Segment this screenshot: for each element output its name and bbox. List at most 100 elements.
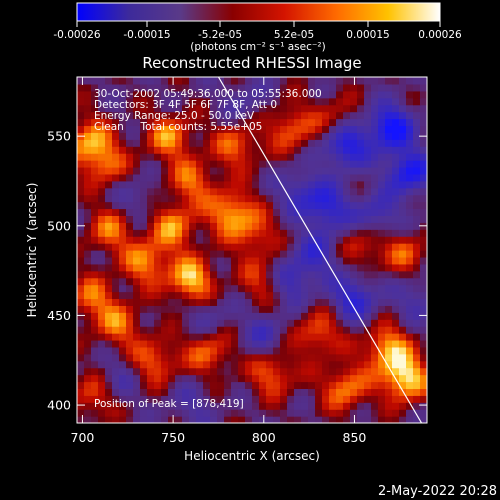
heatmap-cell [266, 208, 274, 216]
heatmap-cell [413, 166, 421, 175]
heatmap-cell [406, 416, 414, 423]
heatmap-cell [217, 270, 225, 279]
heatmap-cell [364, 215, 372, 223]
heatmap-cell [252, 353, 260, 362]
heatmap-cell [371, 319, 379, 327]
heatmap-cell [196, 353, 204, 362]
heatmap-cell [238, 367, 246, 376]
heatmap-cell [343, 416, 351, 423]
heatmap-cell [406, 298, 414, 306]
heatmap-cell [245, 319, 253, 327]
heatmap-cell [140, 374, 148, 383]
heatmap-cell [168, 374, 176, 383]
heatmap-cell [231, 250, 239, 258]
heatmap-cell [252, 132, 260, 140]
heatmap-cell [231, 111, 239, 120]
heatmap-cell [182, 409, 190, 417]
heatmap-cell [413, 201, 421, 210]
heatmap-cell [161, 284, 169, 293]
heatmap-cell [350, 77, 358, 85]
heatmap-cell [77, 104, 85, 113]
heatmap-cell [322, 305, 330, 313]
heatmap-cell [98, 277, 106, 286]
heatmap-cell [196, 90, 204, 99]
heatmap-cell [308, 381, 316, 389]
heatmap-cell [287, 263, 295, 272]
heatmap-cell [77, 153, 85, 161]
heatmap-cell [245, 77, 253, 85]
heatmap-cell [280, 125, 288, 133]
heatmap-cell [385, 256, 393, 265]
heatmap-cell [280, 305, 288, 313]
heatmap-cell [105, 353, 113, 362]
heatmap-cell [273, 360, 281, 369]
heatmap-cell [364, 312, 372, 320]
heatmap-cell [189, 270, 197, 279]
heatmap-cell [210, 160, 218, 168]
heatmap-cell [224, 263, 232, 272]
heatmap-cell [84, 201, 92, 210]
heatmap-cell [77, 118, 85, 127]
heatmap-cell [77, 360, 85, 369]
heatmap-cell [266, 201, 274, 210]
heatmap-cell [336, 187, 344, 196]
heatmap-cell [329, 291, 337, 300]
heatmap-cell [329, 125, 337, 133]
heatmap-cell [301, 97, 309, 106]
heatmap-cell [273, 90, 281, 99]
heatmap-cell [294, 90, 302, 99]
heatmap-cell [245, 270, 253, 279]
heatmap-cell [287, 298, 295, 306]
heatmap-cell [175, 215, 183, 223]
heatmap-cell [252, 374, 260, 383]
heatmap-cell [301, 277, 309, 286]
heatmap-cell [343, 187, 351, 196]
heatmap-cell [91, 222, 99, 230]
heatmap-cell [343, 284, 351, 293]
heatmap-cell [91, 305, 99, 313]
heatmap-cell [259, 215, 267, 223]
heatmap-cell [175, 388, 183, 396]
heatmap-cell [371, 388, 379, 396]
heatmap-cell [140, 305, 148, 313]
heatmap-cell [252, 104, 260, 113]
heatmap-cell [217, 333, 225, 341]
heatmap-cell [357, 118, 365, 127]
heatmap-cell [301, 374, 309, 383]
heatmap-cell [112, 153, 120, 161]
heatmap-cell [189, 208, 197, 216]
heatmap-cell [98, 381, 106, 389]
heatmap-cell [91, 153, 99, 161]
heatmap-cell [91, 346, 99, 355]
heatmap-cell [189, 173, 197, 182]
heatmap-cell [112, 83, 120, 92]
heatmap-cell [154, 395, 162, 403]
heatmap-cell [98, 194, 106, 203]
heatmap-cell [196, 77, 204, 85]
heatmap-cell [231, 346, 239, 355]
heatmap-cell [280, 229, 288, 237]
heatmap-cell [322, 353, 330, 362]
heatmap-cell [182, 381, 190, 389]
heatmap-cell [231, 339, 239, 348]
heatmap-cell [420, 229, 427, 237]
heatmap-cell [126, 319, 134, 327]
heatmap-cell [392, 416, 400, 423]
heatmap-cell [133, 395, 141, 403]
heatmap-cell [245, 256, 253, 265]
heatmap-cell [301, 201, 309, 210]
heatmap-cell [245, 333, 253, 341]
heatmap-cell [280, 194, 288, 203]
heatmap-cell [105, 374, 113, 383]
heatmap-cell [154, 97, 162, 106]
heatmap-cell [224, 346, 232, 355]
heatmap-cell [273, 263, 281, 272]
heatmap-cell [154, 416, 162, 423]
heatmap-cell [343, 153, 351, 161]
heatmap-cell [301, 111, 309, 120]
heatmap-cell [357, 83, 365, 92]
heatmap-cell [238, 374, 246, 383]
heatmap-cell [287, 353, 295, 362]
heatmap-cell [294, 256, 302, 265]
heatmap-cell [210, 111, 218, 120]
